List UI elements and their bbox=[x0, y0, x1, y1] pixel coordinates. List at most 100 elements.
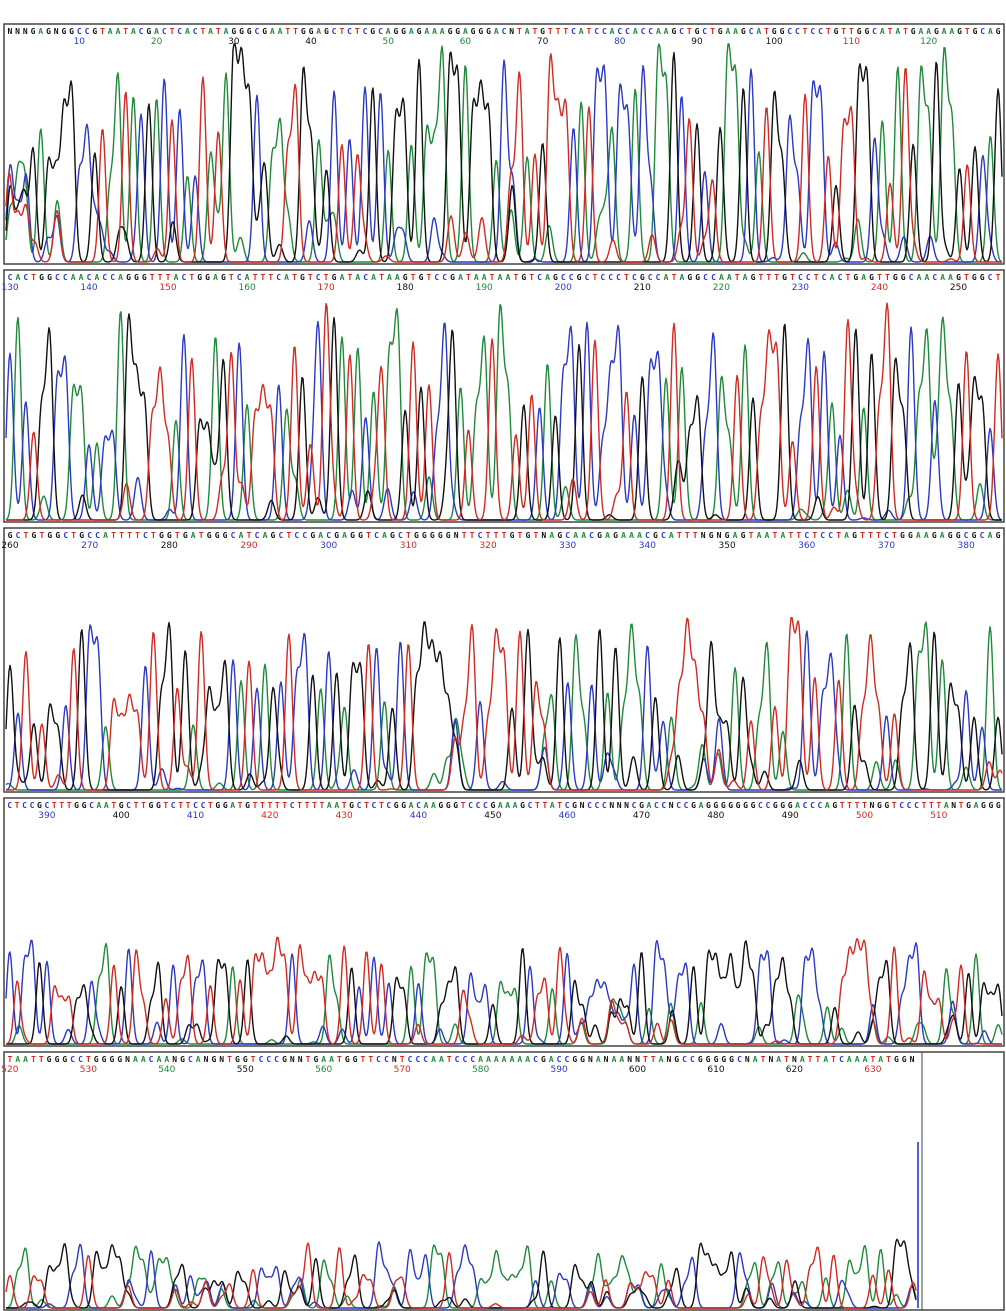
base-call-letter: G bbox=[79, 531, 84, 540]
base-call-letter: A bbox=[924, 273, 929, 282]
base-call-letter: G bbox=[180, 1055, 185, 1064]
base-call-letter: A bbox=[431, 1055, 436, 1064]
base-call-letter: T bbox=[39, 1055, 44, 1064]
base-call-letter: T bbox=[772, 531, 777, 540]
base-call-letter: T bbox=[355, 27, 360, 36]
base-call-letter: A bbox=[409, 27, 414, 36]
base-call-letter: C bbox=[376, 1055, 381, 1064]
base-call-letter: C bbox=[682, 1055, 687, 1064]
base-call-letter: T bbox=[52, 801, 57, 810]
base-call-letter: A bbox=[439, 1055, 444, 1064]
base-call-letter: G bbox=[988, 801, 993, 810]
base-call-letter: C bbox=[632, 273, 637, 282]
base-call-letter: N bbox=[15, 27, 20, 36]
base-call-letter: A bbox=[525, 27, 530, 36]
base-call-letter: T bbox=[170, 27, 175, 36]
base-call-letter: A bbox=[637, 531, 642, 540]
base-call-letter: A bbox=[621, 531, 626, 540]
base-call-letter: C bbox=[899, 801, 904, 810]
base-call-letter: G bbox=[419, 273, 424, 282]
base-call-letter: G bbox=[39, 273, 44, 282]
base-call-letter: G bbox=[572, 801, 577, 810]
position-label: 470 bbox=[633, 811, 650, 821]
position-label: 540 bbox=[158, 1065, 175, 1075]
base-call-letter: N bbox=[910, 1055, 915, 1064]
base-call-letter: C bbox=[711, 273, 716, 282]
base-call-letter: C bbox=[23, 273, 28, 282]
base-call-letter: C bbox=[702, 27, 707, 36]
base-call-letter: C bbox=[594, 801, 599, 810]
position-label: 240 bbox=[871, 283, 888, 293]
base-call-letter: N bbox=[392, 1055, 397, 1064]
base-call-letter: T bbox=[251, 1055, 256, 1064]
base-call-letter: T bbox=[324, 273, 329, 282]
base-call-letter: C bbox=[537, 273, 542, 282]
base-call-letter: T bbox=[831, 1055, 836, 1064]
base-call-letter: G bbox=[332, 273, 337, 282]
base-call-letter: C bbox=[332, 27, 337, 36]
base-call-letter: T bbox=[123, 27, 128, 36]
base-call-letter: A bbox=[104, 801, 109, 810]
base-call-letter: T bbox=[368, 1055, 373, 1064]
base-call-letter: G bbox=[706, 801, 711, 810]
base-call-letter: A bbox=[664, 273, 669, 282]
base-call-letter: A bbox=[610, 27, 615, 36]
position-label: 120 bbox=[920, 37, 937, 47]
base-call-letter: T bbox=[15, 801, 20, 810]
base-call-letter: T bbox=[849, 27, 854, 36]
position-label: 480 bbox=[707, 811, 724, 821]
base-call-letter: A bbox=[753, 1055, 758, 1064]
base-call-letter: C bbox=[371, 801, 376, 810]
base-call-letter: C bbox=[87, 273, 92, 282]
base-call-letter: G bbox=[62, 1055, 67, 1064]
base-call-letter: T bbox=[31, 273, 36, 282]
base-call-letter: C bbox=[85, 27, 90, 36]
base-call-letter: T bbox=[247, 531, 252, 540]
base-call-letter: C bbox=[988, 273, 993, 282]
base-call-letter: T bbox=[885, 273, 890, 282]
base-call-letter: T bbox=[840, 801, 845, 810]
base-call-letter: T bbox=[855, 801, 860, 810]
base-call-letter: A bbox=[118, 273, 123, 282]
base-call-letter: A bbox=[513, 801, 518, 810]
base-call-letter: T bbox=[175, 531, 180, 540]
position-label: 130 bbox=[1, 283, 18, 293]
base-call-letter: G bbox=[247, 27, 252, 36]
base-call-letter: G bbox=[902, 1055, 907, 1064]
base-call-letter: G bbox=[557, 531, 562, 540]
base-call-letter: G bbox=[47, 273, 52, 282]
base-call-letter: T bbox=[360, 1055, 365, 1064]
base-call-letter: A bbox=[659, 1055, 664, 1064]
base-call-letter: G bbox=[117, 1055, 122, 1064]
position-label: 210 bbox=[634, 283, 651, 293]
position-label: 430 bbox=[336, 811, 353, 821]
base-call-letter: C bbox=[201, 801, 206, 810]
base-call-letter: C bbox=[645, 531, 650, 540]
base-call-letter: A bbox=[498, 801, 503, 810]
base-call-letter: G bbox=[270, 531, 275, 540]
base-call-letter: G bbox=[55, 531, 60, 540]
base-call-letter: C bbox=[462, 1055, 467, 1064]
base-call-letter: T bbox=[815, 1055, 820, 1064]
base-call-letter: A bbox=[505, 801, 510, 810]
base-call-letter: N bbox=[624, 801, 629, 810]
base-call-letter: G bbox=[471, 27, 476, 36]
base-call-letter: G bbox=[350, 531, 355, 540]
base-call-letter: C bbox=[964, 531, 969, 540]
base-call-letter: C bbox=[737, 1055, 742, 1064]
base-call-letter: G bbox=[580, 1055, 585, 1064]
base-call-letter: C bbox=[237, 273, 242, 282]
base-call-letter: T bbox=[888, 27, 893, 36]
base-call-letter: C bbox=[617, 27, 622, 36]
base-call-letter: G bbox=[231, 27, 236, 36]
base-call-letter: A bbox=[669, 531, 674, 540]
base-call-letter: T bbox=[238, 801, 243, 810]
position-label: 460 bbox=[559, 811, 576, 821]
base-call-letter: T bbox=[253, 801, 258, 810]
base-call-letter: G bbox=[401, 27, 406, 36]
base-call-letter: A bbox=[486, 1055, 491, 1064]
base-call-letter: T bbox=[158, 273, 163, 282]
base-call-letter: A bbox=[844, 531, 849, 540]
base-call-letter: A bbox=[545, 273, 550, 282]
base-call-letter: A bbox=[108, 27, 113, 36]
